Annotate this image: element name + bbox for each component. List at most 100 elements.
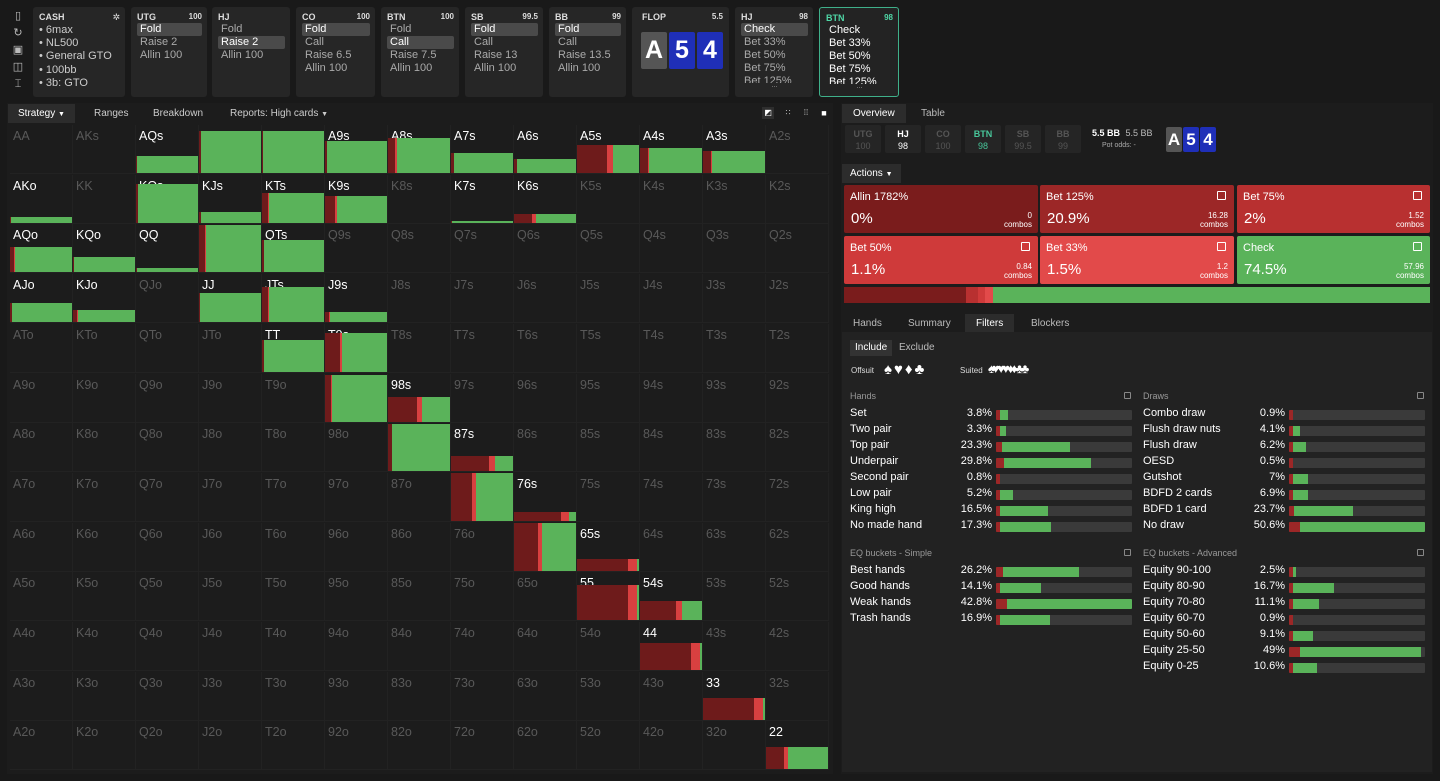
hand-cell-T6o[interactable]: T6o: [262, 522, 325, 572]
diamond-pair-icon[interactable]: ♦♦: [1007, 361, 1017, 376]
hand-cell-99[interactable]: 99: [325, 373, 388, 423]
hand-cell-Q8s[interactable]: Q8s: [388, 224, 451, 274]
tab-breakdown[interactable]: Breakdown: [143, 104, 213, 123]
hand-cell-Q5o[interactable]: Q5o: [136, 572, 199, 622]
filter-row[interactable]: Combo draw 0.9%: [1143, 407, 1425, 423]
hand-cell-K6s[interactable]: K6s: [514, 174, 577, 224]
position-action[interactable]: Fold: [555, 23, 621, 36]
hand-cell-43s[interactable]: 43s: [703, 622, 766, 671]
hand-cell-A9s[interactable]: A9s: [325, 125, 388, 174]
hand-cell-KTs[interactable]: KTs: [262, 174, 325, 224]
position-action[interactable]: Raise 13.5: [558, 49, 611, 61]
posbar-btn[interactable]: BTN 98: [965, 125, 1001, 153]
action-box-4[interactable]: Bet 33% 1.5% 1.2 combos: [1040, 236, 1234, 284]
hand-cell-82s[interactable]: 82s: [766, 423, 829, 473]
hand-cell-94s[interactable]: 94s: [640, 373, 703, 423]
hand-cell-66[interactable]: 66: [514, 522, 577, 572]
hand-cell-J2s[interactable]: J2s: [766, 274, 829, 324]
position-action[interactable]: Allin 100: [390, 62, 433, 74]
hand-cell-22[interactable]: 22: [766, 721, 829, 771]
hand-cell-T8o[interactable]: T8o: [262, 423, 325, 473]
hand-cell-A6o[interactable]: A6o: [10, 522, 73, 572]
hand-cell-A8s[interactable]: A8s: [388, 125, 451, 174]
hand-cell-98o[interactable]: 98o: [325, 423, 388, 473]
heart-pair-icon[interactable]: ♥♥: [997, 361, 1010, 376]
collapse-icon[interactable]: [1124, 549, 1131, 556]
hand-cell-53o[interactable]: 53o: [577, 671, 640, 721]
tab-reports[interactable]: Reports: High cards ▼: [230, 108, 329, 119]
hand-cell-Q6o[interactable]: Q6o: [136, 522, 199, 572]
tab-ranges[interactable]: Ranges: [84, 104, 138, 123]
hand-cell-J7o[interactable]: J7o: [199, 472, 262, 522]
position-action[interactable]: Allin 100: [474, 62, 517, 74]
hand-cell-KQs[interactable]: KQs: [136, 174, 199, 224]
hand-cell-87o[interactable]: 87o: [388, 472, 451, 522]
hj-flop-action[interactable]: Bet 50%: [744, 49, 786, 61]
hand-cell-K4o[interactable]: K4o: [73, 622, 136, 671]
hand-cell-K7o[interactable]: K7o: [73, 472, 136, 522]
position-action[interactable]: Fold: [221, 23, 243, 35]
filter-row[interactable]: OESD 0.5%: [1143, 455, 1425, 471]
details-icon[interactable]: [1413, 242, 1422, 251]
view-mode-icon-4[interactable]: ■: [821, 108, 827, 118]
hand-cell-T6s[interactable]: T6s: [514, 323, 577, 373]
btn-flop-action[interactable]: Bet 125%: [829, 76, 877, 84]
position-action[interactable]: Call: [387, 36, 454, 49]
collapse-icon[interactable]: [1417, 392, 1424, 399]
filter-row[interactable]: No made hand 17.3%: [850, 519, 1132, 535]
hand-cell-Q9o[interactable]: Q9o: [136, 373, 199, 423]
offsuit-filters[interactable]: ♠♥♦♣: [884, 361, 926, 378]
hand-cell-72o[interactable]: 72o: [451, 721, 514, 771]
hand-cell-62s[interactable]: 62s: [766, 522, 829, 572]
hand-cell-T9o[interactable]: T9o: [262, 373, 325, 423]
actions-dropdown[interactable]: Actions ▼: [842, 164, 901, 183]
position-card-utg[interactable]: UTG 100 Fold Raise 2 Allin 100: [131, 7, 207, 97]
hand-cell-A3s[interactable]: A3s: [703, 125, 766, 174]
hand-cell-77[interactable]: 77: [451, 472, 514, 522]
hand-cell-JTs[interactable]: JTs: [262, 274, 325, 324]
hand-cell-A2o[interactable]: A2o: [10, 721, 73, 771]
hand-cell-JJ[interactable]: JJ: [199, 274, 262, 324]
hand-cell-52o[interactable]: 52o: [577, 721, 640, 771]
heart-icon[interactable]: ♥: [893, 361, 905, 378]
hand-cell-K8s[interactable]: K8s: [388, 174, 451, 224]
hand-cell-83o[interactable]: 83o: [388, 671, 451, 721]
filter-row[interactable]: Equity 70-80 11.1%: [1143, 596, 1425, 612]
filter-row[interactable]: Flush draw 6.2%: [1143, 439, 1425, 455]
hand-cell-84s[interactable]: 84s: [640, 423, 703, 473]
hand-cell-Q2s[interactable]: Q2s: [766, 224, 829, 274]
tab-filters[interactable]: Filters: [965, 314, 1015, 333]
posbar-utg[interactable]: UTG 100: [845, 125, 881, 153]
hand-cell-93o[interactable]: 93o: [325, 671, 388, 721]
hand-cell-J5o[interactable]: J5o: [199, 572, 262, 622]
bookmark-icon[interactable]: ▯: [14, 10, 22, 22]
hand-cell-62o[interactable]: 62o: [514, 721, 577, 771]
hand-cell-65o[interactable]: 65o: [514, 572, 577, 622]
hand-cell-32s[interactable]: 32s: [766, 671, 829, 721]
position-action[interactable]: Raise 7.5: [390, 49, 437, 61]
posbar-bb[interactable]: BB 99: [1045, 125, 1081, 153]
btn-flop-card[interactable]: BTN 98 Check Bet 33% Bet 50% Bet 75% Bet …: [819, 7, 899, 97]
hand-cell-K5o[interactable]: K5o: [73, 572, 136, 622]
filter-row[interactable]: Underpair 29.8%: [850, 455, 1132, 471]
tab-hands[interactable]: Hands: [842, 314, 893, 333]
position-card-sb[interactable]: SB 99.5 Fold Call Raise 13 Allin 100: [465, 7, 543, 97]
hand-cell-T2s[interactable]: T2s: [766, 323, 829, 373]
hand-cell-J4s[interactable]: J4s: [640, 274, 703, 324]
hand-cell-64o[interactable]: 64o: [514, 622, 577, 671]
hand-cell-AQs[interactable]: AQs: [136, 125, 199, 174]
hand-cell-T7s[interactable]: T7s: [451, 323, 514, 373]
hand-cell-A4s[interactable]: A4s: [640, 125, 703, 174]
hand-cell-K9o[interactable]: K9o: [73, 373, 136, 423]
filter-row[interactable]: Equity 50-60 9.1%: [1143, 628, 1425, 644]
hand-cell-Q8o[interactable]: Q8o: [136, 423, 199, 473]
position-action[interactable]: Allin 100: [558, 62, 601, 74]
hand-cell-A3o[interactable]: A3o: [10, 671, 73, 721]
hand-cell-J9s[interactable]: J9s: [325, 274, 388, 324]
hand-cell-54o[interactable]: 54o: [577, 622, 640, 671]
suited-filters[interactable]: ♠♥ ♥♥ ♦♦ ♣♣: [988, 361, 1029, 376]
position-action[interactable]: Raise 6.5: [305, 49, 352, 61]
filter-row[interactable]: Equity 90-100 2.5%: [1143, 564, 1425, 580]
hand-cell-T8s[interactable]: T8s: [388, 323, 451, 373]
hand-cell-J8s[interactable]: J8s: [388, 274, 451, 324]
